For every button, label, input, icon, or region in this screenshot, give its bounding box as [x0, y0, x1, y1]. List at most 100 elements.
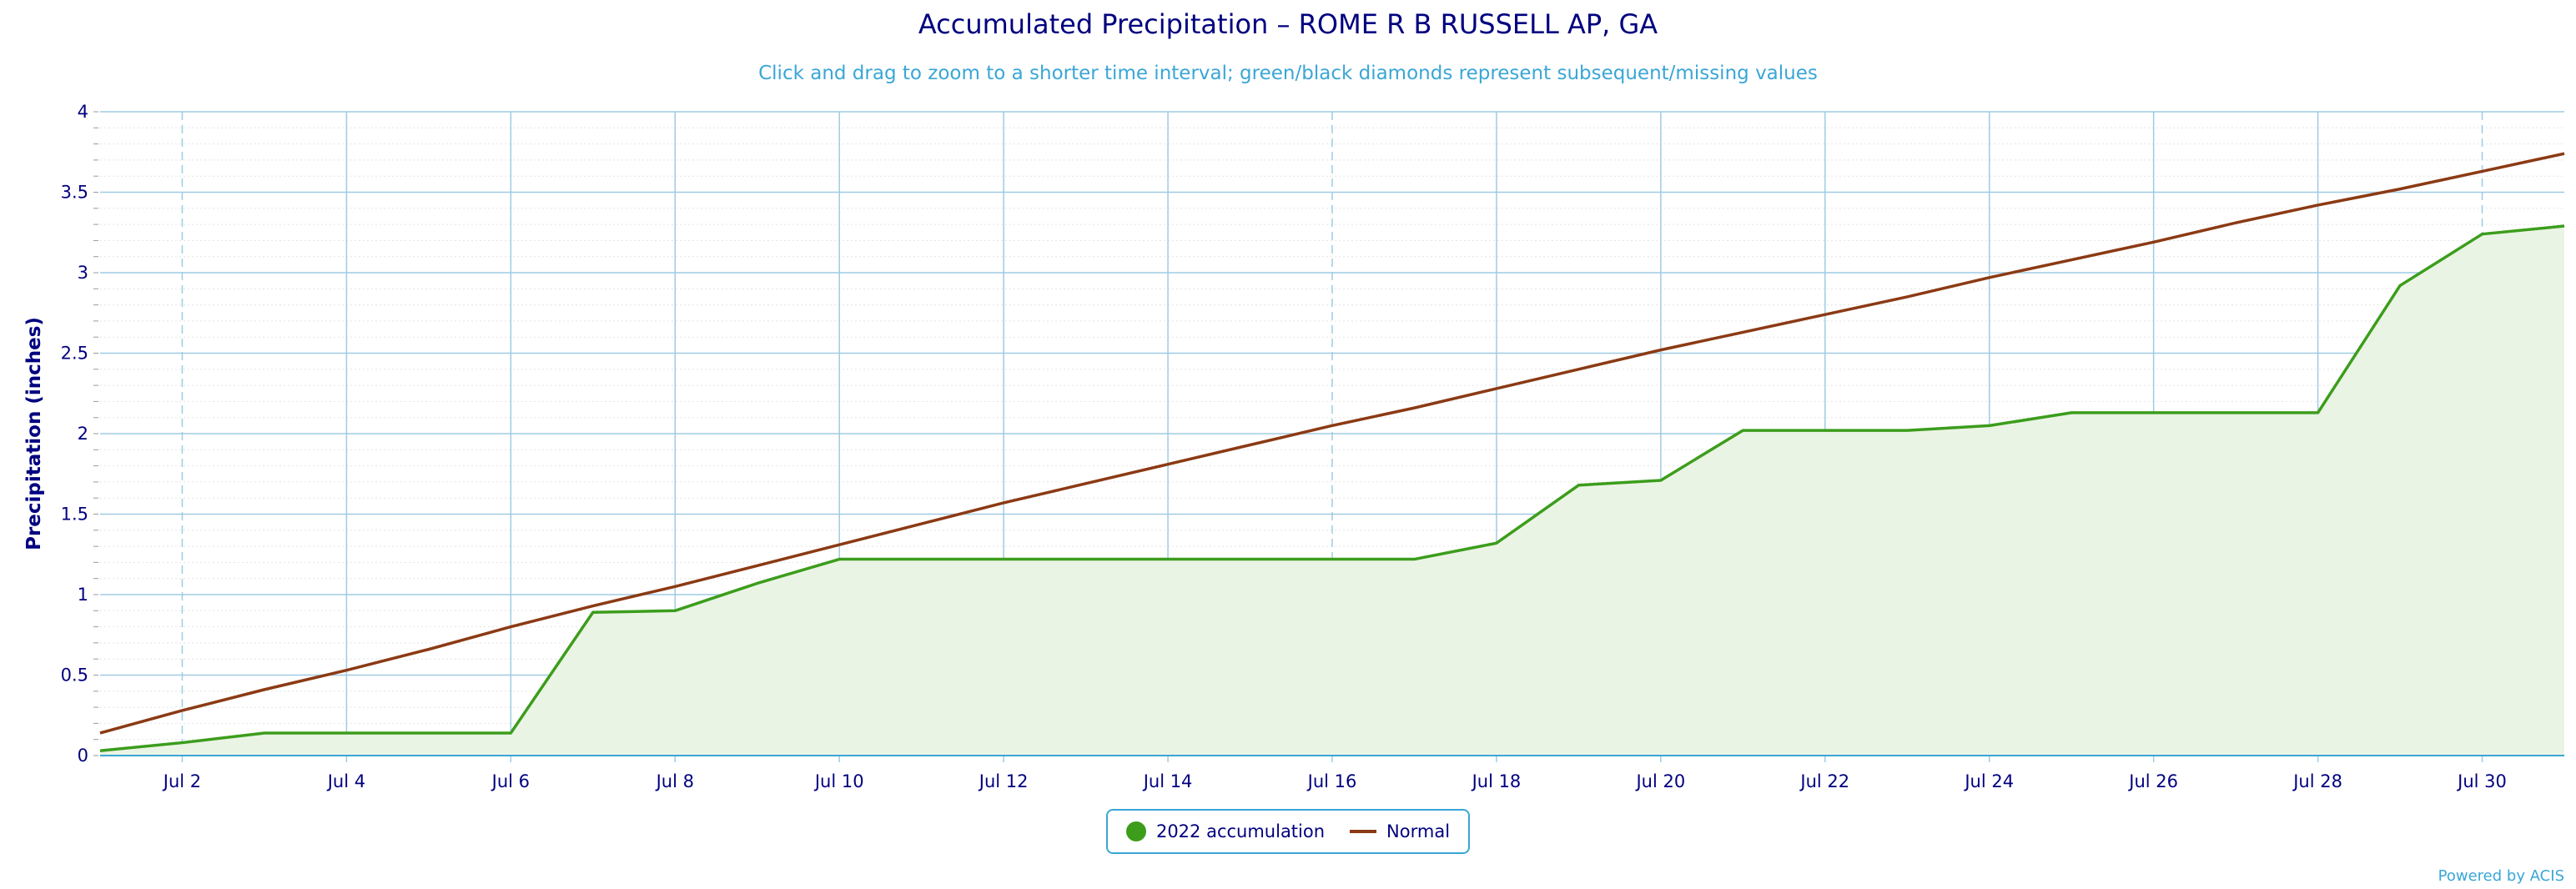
- legend-line-icon: [1350, 830, 1377, 833]
- data-point-normal: [1985, 273, 1995, 283]
- data-point-accumulation: [752, 578, 762, 588]
- y-tick-label: 0: [78, 746, 88, 766]
- data-point-accumulation: [1820, 425, 1830, 435]
- y-tick-label: 1: [78, 585, 88, 605]
- data-point-accumulation: [95, 746, 105, 756]
- y-tick-label: 2: [78, 424, 88, 444]
- data-point-accumulation: [1081, 555, 1091, 565]
- x-tick-label: Jul 10: [813, 771, 864, 791]
- data-point-accumulation: [506, 728, 516, 738]
- data-point-normal: [177, 706, 187, 716]
- data-point-accumulation: [1245, 555, 1255, 565]
- accumulation-area: [100, 226, 2564, 756]
- data-point-normal: [1163, 460, 1173, 470]
- data-point-normal: [752, 560, 762, 570]
- x-tick-label: Jul 14: [1142, 771, 1193, 791]
- data-point-accumulation: [999, 555, 1009, 565]
- y-tick-label: 4: [78, 102, 88, 122]
- data-point-normal: [2231, 218, 2241, 228]
- data-point-normal: [1656, 345, 1666, 355]
- data-point-accumulation: [2395, 280, 2405, 290]
- data-point-normal: [1902, 292, 1912, 302]
- x-tick-label: Jul 4: [326, 771, 365, 791]
- data-point-accumulation: [834, 555, 844, 565]
- data-point-accumulation: [341, 728, 351, 738]
- y-tick-label: 3.5: [61, 183, 88, 203]
- data-point-normal: [1820, 309, 1830, 319]
- data-point-accumulation: [2313, 408, 2323, 418]
- x-tick-label: Jul 16: [1306, 771, 1357, 791]
- data-point-normal: [1573, 364, 1583, 374]
- x-tick-label: Jul 8: [655, 771, 694, 791]
- series-line-accumulation: [99, 224, 2565, 752]
- data-point-normal: [1738, 327, 1748, 337]
- data-point-accumulation: [177, 738, 187, 748]
- data-point-normal: [424, 645, 434, 655]
- data-point-accumulation: [1656, 475, 1666, 485]
- data-point-accumulation: [2478, 229, 2488, 239]
- data-point-normal: [917, 519, 927, 529]
- x-tick-label: Jul 28: [2292, 771, 2342, 791]
- x-tick-label: Jul 20: [1634, 771, 1685, 791]
- series-layer: [95, 148, 2569, 756]
- data-point-normal: [1492, 384, 1502, 394]
- data-point-accumulation: [1409, 555, 1419, 565]
- data-point-normal: [588, 601, 598, 611]
- axes-layer: [93, 111, 2564, 762]
- y-tick-label: 3: [78, 263, 88, 283]
- data-point-normal: [2313, 200, 2323, 210]
- data-point-normal: [1409, 403, 1419, 413]
- data-point-normal: [2478, 166, 2488, 176]
- legend-item-normal[interactable]: Normal: [1350, 821, 1450, 841]
- data-point-normal: [2066, 255, 2076, 265]
- x-tick-label: Jul 24: [1963, 771, 2014, 791]
- legend: 2022 accumulation Normal: [1106, 809, 1470, 854]
- data-point-normal: [2395, 184, 2405, 194]
- x-tick-label: Jul 30: [2456, 771, 2507, 791]
- data-point-accumulation: [1902, 425, 1912, 435]
- data-point-accumulation: [2149, 408, 2159, 418]
- data-point-accumulation: [670, 605, 680, 615]
- series-line-normal: [99, 152, 2565, 735]
- data-point-accumulation: [1985, 420, 1995, 430]
- data-point-accumulation: [424, 728, 434, 738]
- data-point-accumulation: [1163, 555, 1173, 565]
- x-tick-label: Jul 6: [491, 771, 530, 791]
- data-point-normal: [670, 581, 680, 591]
- x-tick-label: Jul 2: [162, 771, 201, 791]
- y-tick-label: 1.5: [61, 505, 88, 525]
- data-point-normal: [341, 665, 351, 676]
- x-tick-label: Jul 12: [978, 771, 1029, 791]
- legend-label-normal: Normal: [1386, 821, 1451, 841]
- data-point-accumulation: [1327, 555, 1337, 565]
- data-point-accumulation: [1573, 480, 1583, 490]
- x-tick-label: Jul 26: [2127, 771, 2178, 791]
- credit-link[interactable]: Powered by ACIS: [2438, 867, 2564, 885]
- x-tick-labels: Jul 2 Jul 4 Jul 6 Jul 8 Jul 10 Jul 12 Jul 14 Ju…: [162, 771, 2507, 791]
- data-point-accumulation: [1738, 425, 1748, 435]
- data-point-accumulation: [259, 728, 269, 738]
- x-tick-label: Jul 18: [1471, 771, 1522, 791]
- data-point-accumulation: [2559, 221, 2569, 231]
- chart-subtitle: Click and drag to zoom to a shorter time…: [758, 63, 1818, 84]
- legend-item-accumulation[interactable]: 2022 accumulation: [1125, 821, 1326, 841]
- data-point-normal: [834, 540, 844, 550]
- fill-layer: [100, 226, 2564, 756]
- data-point-accumulation: [1492, 538, 1502, 548]
- data-point-normal: [1081, 479, 1091, 489]
- data-point-normal: [259, 685, 269, 695]
- y-tick-label: 0.5: [61, 665, 88, 686]
- data-point-normal: [506, 622, 516, 632]
- chart-title: Accumulated Precipitation – ROME R B RUS…: [918, 8, 1658, 40]
- x-tick-label: Jul 22: [1799, 771, 1849, 791]
- legend-label-accumulation: 2022 accumulation: [1155, 821, 1326, 841]
- y-tick-label: 2.5: [61, 344, 88, 364]
- legend-dot-icon: [1125, 821, 1146, 841]
- data-point-accumulation: [2231, 408, 2241, 418]
- data-point-normal: [1327, 420, 1337, 430]
- data-point-normal: [2559, 148, 2569, 158]
- data-point-accumulation: [2066, 408, 2076, 418]
- data-point-accumulation: [917, 555, 927, 565]
- data-point-normal: [2149, 237, 2159, 247]
